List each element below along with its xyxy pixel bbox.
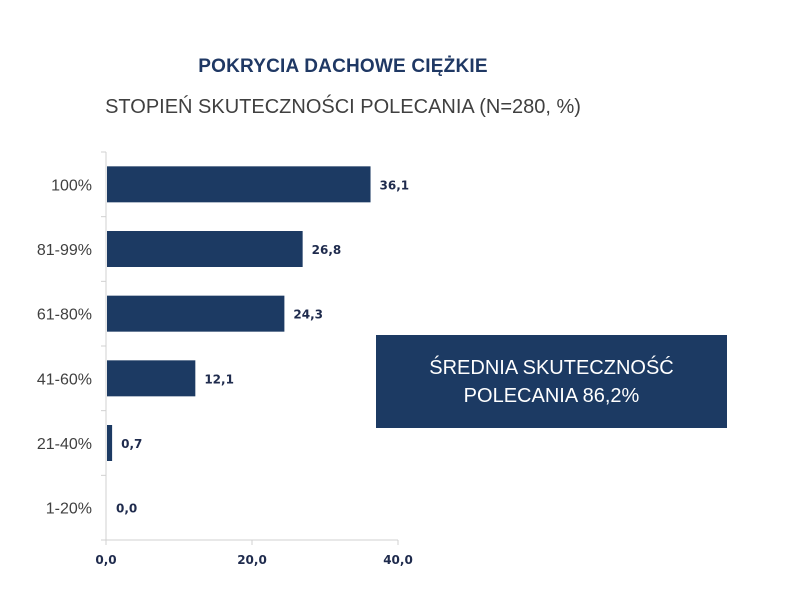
category-label: 61-80% [37,307,92,324]
bar [107,231,303,267]
data-label: 0,7 [121,437,142,451]
data-label: 24,3 [293,308,323,322]
bar [107,425,113,461]
chart-subtitle: STOPIEŃ SKUTECZNOŚCI POLECANIA (N=280, %… [105,96,581,118]
bar [107,166,371,203]
bar [107,360,196,397]
category-label: 100% [51,177,92,194]
data-label: 26,8 [312,243,342,257]
bar [107,295,285,332]
value-tick-label: 0,0 [95,553,116,567]
value-tick-label: 20,0 [237,553,267,567]
category-label: 41-60% [37,371,92,388]
category-label: 21-40% [37,436,92,453]
category-label: 1-20% [46,501,92,518]
data-label: 0,0 [116,502,137,516]
category-label: 81-99% [37,242,92,259]
chart-title: POKRYCIA DACHOWE CIĘŻKIE [198,56,488,77]
average-effectiveness-callout: ŚREDNIA SKUTECZNOŚĆ POLECANIA 86,2% [376,335,727,428]
callout-line-2: POLECANIA 86,2% [463,384,640,407]
value-tick-label: 40,0 [383,553,413,567]
data-label: 36,1 [380,178,410,192]
data-label: 12,1 [204,372,234,386]
callout-line-1: ŚREDNIA SKUTECZNOŚĆ [429,356,674,379]
